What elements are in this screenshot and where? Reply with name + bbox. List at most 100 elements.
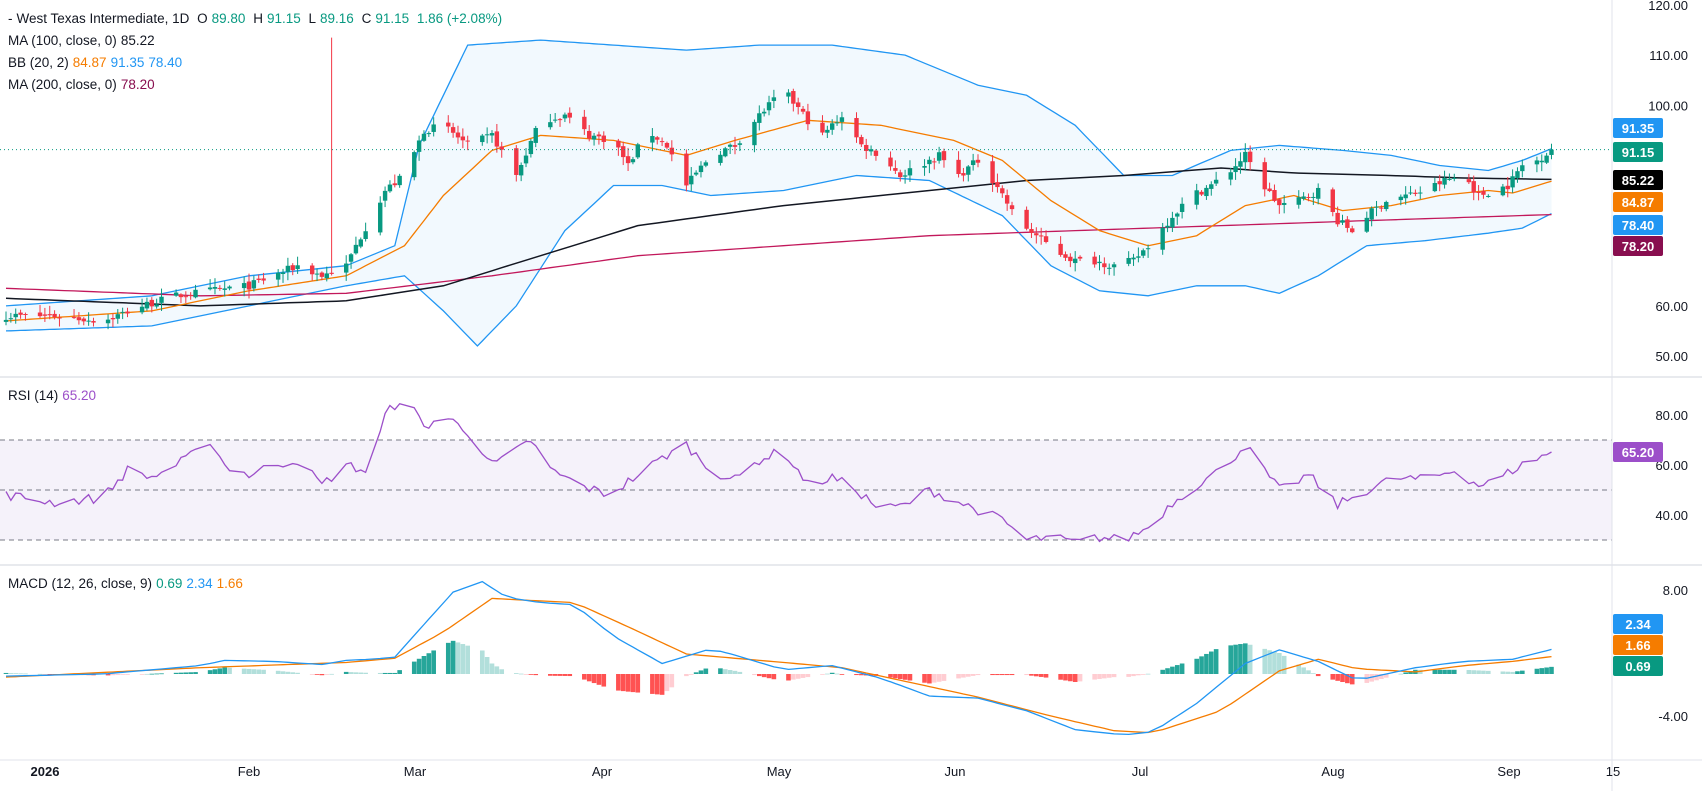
candle-body xyxy=(941,151,947,161)
candle-body xyxy=(854,118,859,138)
price-axis-label-box xyxy=(1613,170,1663,190)
candle-body xyxy=(261,278,266,281)
macd-histogram-bar xyxy=(193,672,198,674)
candle-body xyxy=(616,140,621,148)
macd-histogram-bar xyxy=(630,674,636,693)
price-axis-label: 91.35 xyxy=(1622,121,1655,136)
macd-histogram-bar xyxy=(1233,644,1238,674)
candle-body xyxy=(718,154,723,163)
macd-histogram-bar xyxy=(936,674,942,682)
macd-histogram-bar xyxy=(105,674,111,676)
macd-histogram-bar xyxy=(227,667,232,674)
candle-body xyxy=(693,172,699,175)
macd-histogram-bar xyxy=(1179,663,1185,674)
candle-body xyxy=(71,317,77,319)
macd-histogram-bar xyxy=(1140,674,1146,675)
time-axis-tick: May xyxy=(767,764,792,779)
candle-body xyxy=(1442,177,1447,185)
macd-histogram-bar xyxy=(1340,674,1345,683)
macd-histogram-bar xyxy=(1447,669,1452,674)
macd-histogram-bar xyxy=(1476,670,1481,674)
macd-histogram-bar xyxy=(1369,674,1374,682)
macd-histogram-bar xyxy=(737,671,743,674)
candle-body xyxy=(86,320,91,322)
candle-body xyxy=(927,159,932,165)
macd-histogram-bar xyxy=(3,672,9,674)
macd-histogram-bar xyxy=(839,674,845,675)
candle-body xyxy=(752,121,757,146)
candle-body xyxy=(110,317,116,320)
macd-hist-value: 0.69 xyxy=(156,576,183,591)
macd-histogram-bar xyxy=(834,673,840,675)
macd-histogram-bar xyxy=(1077,674,1083,682)
candle-body xyxy=(766,102,772,111)
candle-body xyxy=(426,133,432,135)
macd-histogram-bar xyxy=(295,672,300,674)
macd-histogram-bar xyxy=(115,674,121,676)
candle-body xyxy=(1330,189,1335,213)
price-axis-label: 84.87 xyxy=(1622,195,1655,210)
macd-histogram-bar xyxy=(596,674,602,685)
macd-histogram-bar xyxy=(859,674,864,676)
macd-histogram-bar xyxy=(397,670,402,674)
candle-body xyxy=(825,129,830,133)
candle-body xyxy=(217,287,223,289)
candle-body xyxy=(358,239,363,247)
candle-body xyxy=(37,312,43,317)
candle-body xyxy=(489,133,495,136)
candle-body xyxy=(601,135,606,142)
macd-histogram-bar xyxy=(159,673,164,675)
macd-histogram-bar xyxy=(183,672,189,674)
macd-histogram-bar xyxy=(820,674,825,675)
macd-histogram-bar xyxy=(154,673,159,675)
macd-histogram-bar xyxy=(455,642,461,674)
candle-body xyxy=(669,147,675,155)
candle-body xyxy=(956,159,961,175)
macd-histogram-bar xyxy=(654,674,660,695)
macd-histogram-bar xyxy=(688,674,694,675)
candle-body xyxy=(499,146,504,150)
candle-body xyxy=(309,265,315,275)
macd-histogram-bar xyxy=(1160,669,1165,674)
candle-body xyxy=(859,137,864,145)
macd-signal-line xyxy=(5,597,1552,734)
candle-body xyxy=(587,130,592,139)
candle-body xyxy=(1379,207,1384,209)
macd-histogram-bar xyxy=(275,670,281,674)
candle-body xyxy=(392,183,397,186)
ma100-legend: MA (100, close, 0) 85.22 xyxy=(8,32,159,50)
macd-histogram-bar xyxy=(922,674,927,683)
candle-body xyxy=(1141,250,1146,256)
macd-histogram-bar xyxy=(1330,674,1336,680)
candle-body xyxy=(630,159,636,163)
candle-body xyxy=(139,306,145,313)
macd-histogram-bar xyxy=(256,669,262,674)
candle-body xyxy=(324,273,329,279)
candle-body xyxy=(275,272,281,280)
macd-histogram-bar xyxy=(995,674,1000,676)
macd-histogram-bar xyxy=(1145,673,1151,675)
candle-body xyxy=(1340,220,1345,223)
candle-body xyxy=(1092,256,1097,265)
candle-body xyxy=(421,133,427,141)
candle-body xyxy=(1000,188,1005,194)
price-axis-tick: 120.00 xyxy=(1648,0,1688,13)
macd-label: MACD (12, 26, close, 9) xyxy=(8,576,153,591)
time-axis-tick: Feb xyxy=(238,764,260,779)
bb-legend: BB (20, 2) 84.87 91.35 78.40 xyxy=(8,54,186,72)
candle-body xyxy=(591,135,597,140)
candle-body xyxy=(1077,256,1083,259)
candle-body xyxy=(761,111,767,114)
time-axis-tick: Sep xyxy=(1497,764,1520,779)
macd-histogram-bar xyxy=(907,674,913,681)
candle-body xyxy=(1301,196,1306,199)
candle-body xyxy=(52,313,57,318)
candle-body xyxy=(1520,165,1525,172)
time-axis-tick: Apr xyxy=(592,764,613,779)
rsi-pane xyxy=(0,402,1612,543)
candle-body xyxy=(105,319,111,324)
macd-histogram-bar xyxy=(484,656,490,674)
candle-body xyxy=(446,122,451,127)
candle-body xyxy=(548,122,553,128)
